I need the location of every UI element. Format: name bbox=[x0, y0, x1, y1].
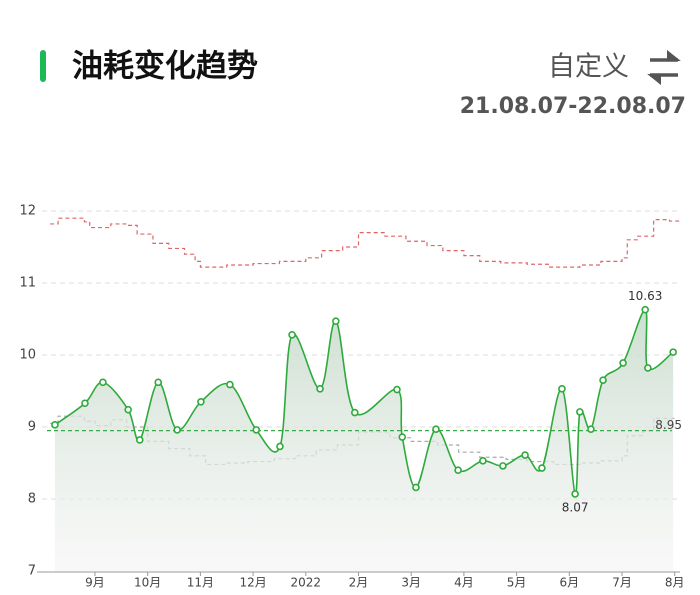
point bbox=[669, 348, 677, 356]
x-tick-label: 7月 bbox=[612, 576, 632, 590]
point bbox=[576, 408, 584, 416]
point bbox=[332, 317, 340, 325]
point bbox=[135, 436, 144, 444]
average-label: 8.95 bbox=[655, 418, 682, 432]
point bbox=[599, 376, 607, 385]
switch-icon[interactable] bbox=[647, 49, 681, 86]
point bbox=[432, 425, 440, 433]
point bbox=[197, 397, 205, 406]
x-tick-label: 2月 bbox=[349, 576, 369, 590]
point bbox=[558, 385, 566, 393]
x-tick-label: 8月 bbox=[665, 576, 685, 590]
x-tick-label: 12月 bbox=[239, 576, 266, 590]
point bbox=[641, 305, 650, 314]
point bbox=[412, 483, 420, 492]
point bbox=[252, 426, 261, 434]
x-tick-label: 2022 bbox=[291, 576, 322, 590]
point bbox=[521, 451, 529, 459]
y-tick-label: 8 bbox=[28, 492, 36, 507]
point bbox=[644, 364, 652, 372]
point bbox=[479, 457, 487, 465]
point bbox=[587, 425, 595, 433]
x-tick-label: 6月 bbox=[559, 576, 579, 590]
point bbox=[81, 399, 89, 408]
point bbox=[351, 408, 359, 417]
y-tick-label: 10 bbox=[19, 348, 36, 363]
x-tick-label: 4月 bbox=[454, 576, 474, 590]
point bbox=[538, 464, 546, 472]
y-tick-label: 7 bbox=[28, 564, 36, 579]
area bbox=[54, 309, 674, 571]
point bbox=[454, 466, 462, 475]
point bbox=[173, 426, 181, 434]
point bbox=[124, 405, 132, 414]
point bbox=[276, 442, 284, 451]
y-tick-label: 11 bbox=[19, 276, 36, 291]
step-line bbox=[50, 217, 680, 268]
point bbox=[499, 462, 507, 470]
point bbox=[226, 380, 234, 389]
point bbox=[51, 421, 59, 429]
date-range: 21.08.07-22.08.07 bbox=[460, 94, 686, 119]
x-tick-label: 9月 bbox=[85, 576, 105, 590]
x-tick-label: 11月 bbox=[187, 576, 214, 590]
point bbox=[619, 359, 627, 367]
y-tick-label: 12 bbox=[19, 204, 36, 219]
min-label: 8.07 bbox=[562, 500, 589, 514]
title: 油耗变化趋势 bbox=[72, 49, 258, 85]
point bbox=[316, 385, 324, 393]
y-tick-label: 9 bbox=[28, 420, 36, 435]
point bbox=[393, 385, 401, 394]
max-label: 10.63 bbox=[628, 289, 662, 303]
point bbox=[398, 433, 407, 441]
title-marker bbox=[40, 50, 46, 82]
point bbox=[288, 331, 296, 339]
x-tick-label: 3月 bbox=[401, 576, 421, 590]
custom-button[interactable]: 自定义 bbox=[548, 52, 629, 83]
x-tick-label: 5月 bbox=[507, 576, 527, 590]
point bbox=[571, 490, 579, 498]
x-tick-label: 10月 bbox=[134, 576, 161, 590]
point bbox=[99, 378, 107, 387]
point bbox=[154, 378, 163, 387]
